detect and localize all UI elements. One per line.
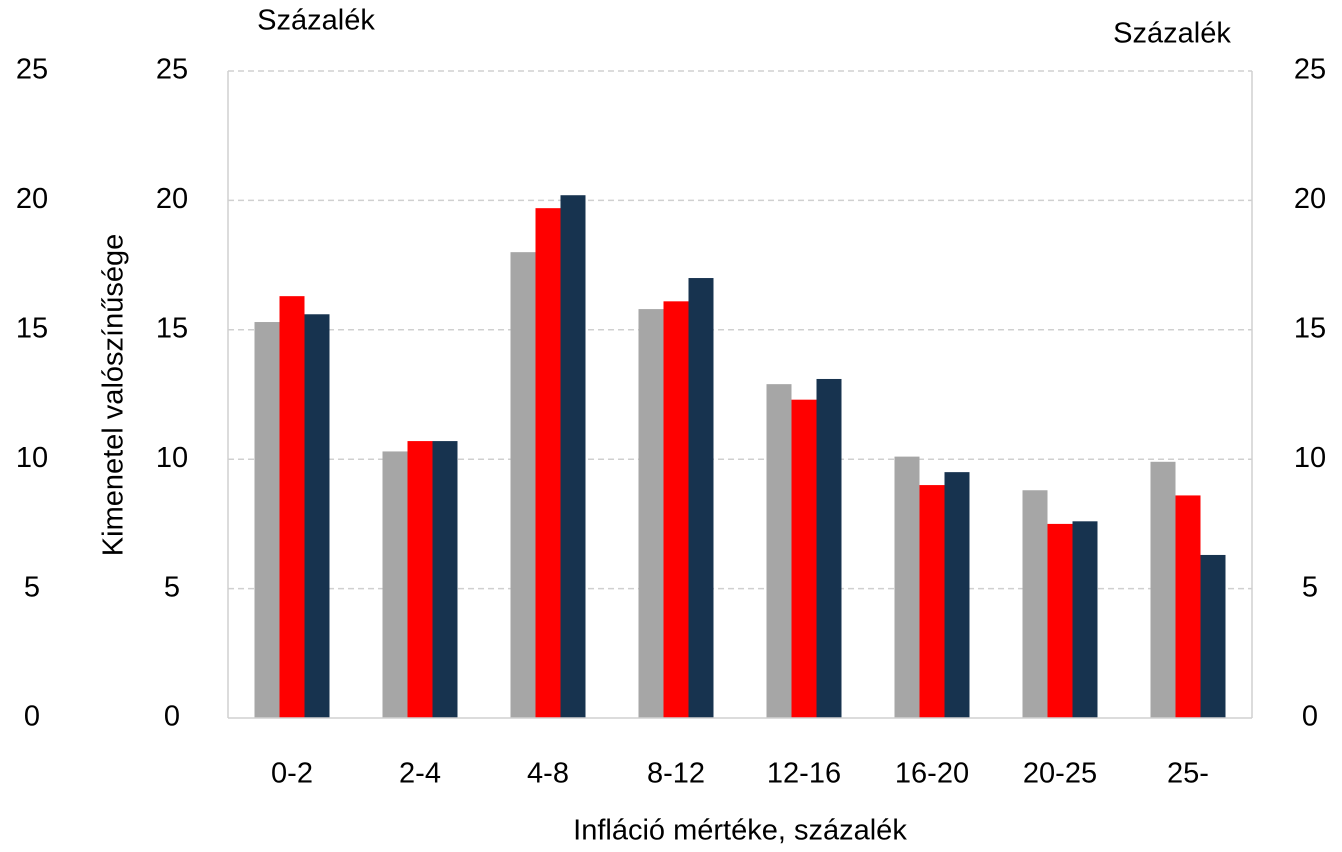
y2-tick-label: 0 xyxy=(1302,701,1318,733)
y2-unit-label: Százalék xyxy=(1113,18,1231,50)
y2-tick-label: 10 xyxy=(1294,442,1326,474)
y-tick-label: 25 xyxy=(156,54,188,86)
bar xyxy=(254,322,280,718)
bar xyxy=(382,451,408,718)
bar xyxy=(766,384,792,718)
x-tick-label: 25- xyxy=(1167,758,1209,790)
y2-tick-label: 15 xyxy=(1294,312,1326,344)
y-unit-label: Százalék xyxy=(257,5,375,37)
bar xyxy=(535,208,561,718)
bar xyxy=(1022,490,1048,718)
x-tick-label: 20-25 xyxy=(1023,758,1097,790)
bar xyxy=(407,441,433,718)
y-tick-label: 10 xyxy=(156,442,188,474)
bar xyxy=(1175,495,1201,718)
y-axis-title: Kimenetel valószínűsége xyxy=(98,234,130,556)
bar xyxy=(688,278,714,718)
x-axis-title: Infláció mértéke, százalék xyxy=(573,815,907,847)
bar xyxy=(894,456,920,718)
x-tick-label: 0-2 xyxy=(271,758,313,790)
bar xyxy=(944,472,970,718)
y-tick-label-outer: 25 xyxy=(16,54,48,86)
y-tick-label: 20 xyxy=(156,183,188,215)
bar xyxy=(791,399,817,718)
y-tick-label-outer: 15 xyxy=(16,312,48,344)
bar xyxy=(560,195,586,718)
y-tick-label: 0 xyxy=(164,701,180,733)
x-tick-label: 2-4 xyxy=(399,758,441,790)
x-tick-label: 12-16 xyxy=(767,758,841,790)
bar xyxy=(510,252,536,718)
bar xyxy=(919,485,945,718)
bar xyxy=(638,309,664,718)
y-tick-label-outer: 5 xyxy=(24,571,40,603)
x-tick-label: 4-8 xyxy=(527,758,569,790)
y2-tick-label: 5 xyxy=(1302,571,1318,603)
y-tick-label-outer: 0 xyxy=(24,701,40,733)
y2-tick-label: 20 xyxy=(1294,183,1326,215)
bar xyxy=(1047,523,1073,718)
bar xyxy=(279,296,305,718)
bar xyxy=(1150,461,1176,718)
y-tick-label: 15 xyxy=(156,312,188,344)
bar xyxy=(1072,521,1098,718)
x-tick-label: 16-20 xyxy=(895,758,969,790)
y-tick-label-outer: 10 xyxy=(16,442,48,474)
bar xyxy=(816,378,842,718)
bar xyxy=(432,441,458,718)
x-tick-label: 8-12 xyxy=(647,758,705,790)
y-tick-label-outer: 20 xyxy=(16,183,48,215)
y2-tick-label: 25 xyxy=(1294,54,1326,86)
bar xyxy=(1200,554,1226,718)
bar xyxy=(304,314,330,718)
bar xyxy=(663,301,689,718)
y-tick-label: 5 xyxy=(164,571,180,603)
